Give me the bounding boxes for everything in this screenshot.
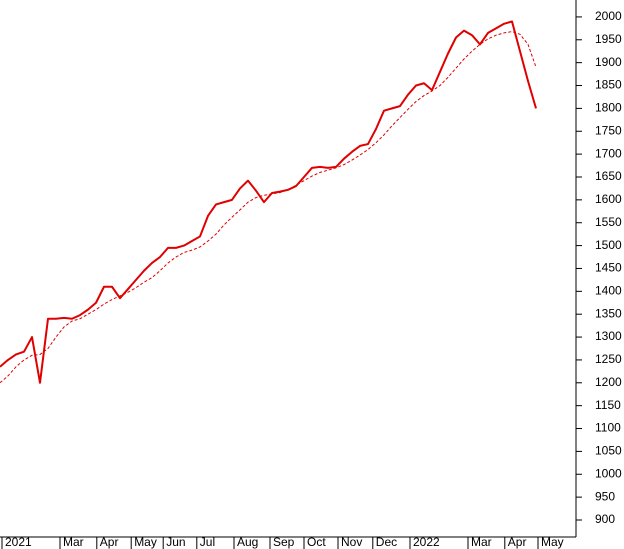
y-tick-label: 1750 <box>595 123 622 137</box>
x-tick-label: Nov <box>341 535 362 549</box>
y-tick-label: 1250 <box>595 352 622 366</box>
x-tick-label: Dec <box>376 535 397 549</box>
y-tick-label: 1650 <box>595 169 622 183</box>
y-tick-label: 950 <box>595 489 615 503</box>
x-tick-label: Apr <box>508 535 527 549</box>
y-tick-label: 1550 <box>595 215 622 229</box>
x-tick-label: 2022 <box>413 535 440 549</box>
y-tick-label: 1700 <box>595 146 622 160</box>
x-tick-label: May <box>541 535 564 549</box>
y-tick-label: 1400 <box>595 283 622 297</box>
x-tick-label: Mar <box>63 535 84 549</box>
y-tick-label: 1000 <box>595 466 622 480</box>
x-tick-label: Jul <box>200 535 215 549</box>
y-tick-label: 1300 <box>595 329 622 343</box>
y-tick-label: 2000 <box>595 9 622 23</box>
y-tick-label: 1850 <box>595 78 622 92</box>
y-tick-label: 1500 <box>595 238 622 252</box>
y-tick-label: 1800 <box>595 101 622 115</box>
y-tick-label: 1600 <box>595 192 622 206</box>
x-tick-label: Jun <box>166 535 185 549</box>
x-tick-label: Aug <box>237 535 258 549</box>
y-tick-label: 1200 <box>595 375 622 389</box>
y-tick-label: 1950 <box>595 32 622 46</box>
y-tick-label: 1900 <box>595 55 622 69</box>
x-tick-label: Apr <box>100 535 119 549</box>
y-tick-label: 1100 <box>595 421 621 435</box>
y-tick-label: 1150 <box>595 398 621 412</box>
y-tick-label: 900 <box>595 512 615 526</box>
series-line <box>0 20 537 384</box>
x-tick-label: Oct <box>307 535 326 549</box>
x-tick-label: Sep <box>273 535 295 549</box>
x-tick-label: May <box>134 535 157 549</box>
y-tick-label: 1050 <box>595 444 622 458</box>
x-tick-label: Mar <box>471 535 492 549</box>
x-tick-label: 2021 <box>5 535 32 549</box>
y-tick-label: 1350 <box>595 306 622 320</box>
y-tick-label: 1450 <box>595 261 622 275</box>
series-line <box>0 31 537 384</box>
